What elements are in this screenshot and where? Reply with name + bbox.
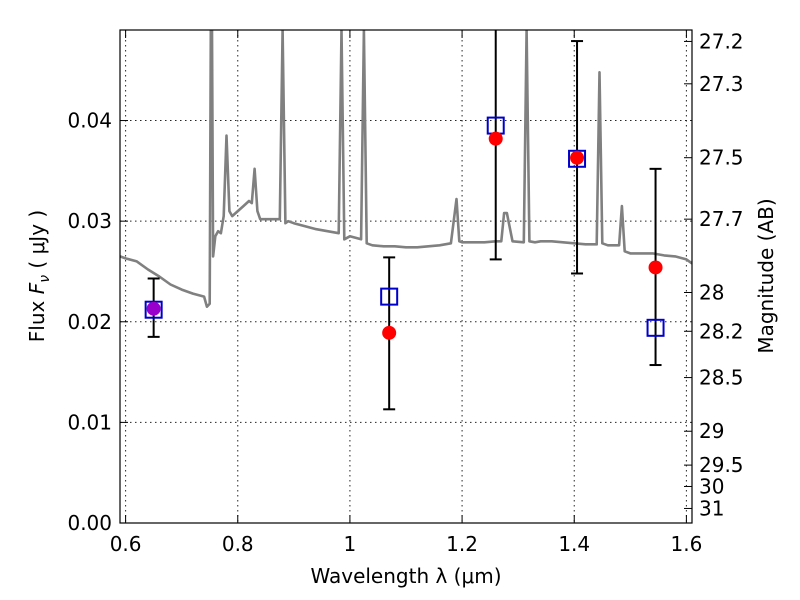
error-bars bbox=[147, 30, 662, 411]
y-tick-label: 0.02 bbox=[67, 310, 112, 334]
x-tick-label: 0.8 bbox=[222, 532, 254, 556]
y-tick-label: 0.03 bbox=[67, 209, 112, 233]
y2-tick-label: 27.3 bbox=[699, 72, 744, 96]
y2-tick-label: 29 bbox=[699, 419, 724, 443]
plot-area bbox=[120, 30, 692, 308]
y-axis-label: Flux Fν ( μJy ) bbox=[25, 210, 53, 342]
y2-tick-label: 29.5 bbox=[699, 453, 744, 477]
y2-axis-label: Magnitude (AB) bbox=[754, 198, 778, 353]
observed-point bbox=[146, 301, 161, 316]
model-spectrum-line bbox=[120, 30, 692, 308]
plot-frame bbox=[119, 29, 693, 524]
observed-point bbox=[382, 325, 397, 340]
y2-tick-label: 27.2 bbox=[699, 29, 744, 53]
y2-tick-label: 27.7 bbox=[699, 207, 744, 231]
x-tick-label: 1 bbox=[344, 532, 357, 556]
x-tick-label: 1.6 bbox=[670, 532, 702, 556]
x-tick-label: 0.6 bbox=[110, 532, 142, 556]
y2-tick-label: 31 bbox=[699, 496, 724, 520]
x-axis-label: Wavelength λ (μm) bbox=[310, 564, 501, 588]
y-tick-label: 0.00 bbox=[67, 511, 112, 535]
x-tick-label: 1.2 bbox=[446, 532, 478, 556]
y2-tick-label: 27.5 bbox=[699, 146, 744, 170]
y2-tick-label: 30 bbox=[699, 474, 724, 498]
x-tick-label: 1.4 bbox=[558, 532, 590, 556]
y-tick-label: 0.01 bbox=[67, 410, 112, 434]
y-tick-label: 0.04 bbox=[67, 109, 112, 133]
model-point-square bbox=[380, 287, 399, 306]
y2-tick-label: 28.2 bbox=[699, 319, 744, 343]
observed-point bbox=[570, 150, 585, 165]
model-point-square bbox=[646, 318, 665, 337]
y2-tick-label: 28 bbox=[699, 281, 724, 305]
grid bbox=[120, 30, 692, 524]
markers bbox=[144, 116, 665, 340]
axes-ticks: 0.6 0.8 1 1.2 1.4 1.6 0.00 0.01 0.02 0.03 0.04 27.2… bbox=[67, 29, 743, 556]
y2-tick-label: 28.5 bbox=[699, 366, 744, 390]
observed-point bbox=[488, 131, 503, 146]
observed-point bbox=[648, 260, 663, 275]
